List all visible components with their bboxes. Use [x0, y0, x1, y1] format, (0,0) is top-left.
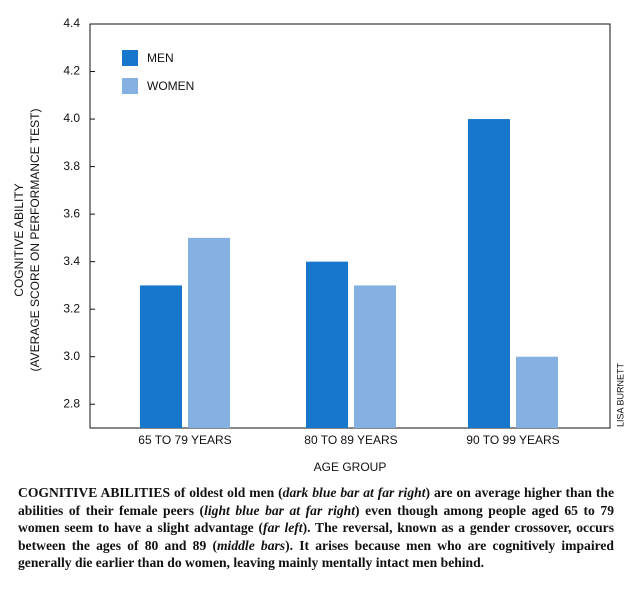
- caption-text: light blue bar at far right: [204, 502, 356, 518]
- caption-text: of oldest old men (: [170, 485, 283, 500]
- legend-label: WOMEN: [147, 79, 194, 93]
- y-tick-label: 4.4: [63, 16, 80, 30]
- caption-text: ) are on average higher than the abiliti…: [18, 485, 615, 518]
- chart: COGNITIVE ABILITY (AVERAGE SCORE ON PERF…: [12, 16, 625, 474]
- y-tick-label: 3.2: [63, 301, 80, 315]
- caption: COGNITIVE ABILITIES of oldest old men (d…: [18, 484, 614, 572]
- caption-text: far left: [263, 520, 303, 536]
- bar: [516, 356, 558, 428]
- y-axis-label: (AVERAGE SCORE ON PERFORMANCE TEST): [28, 109, 42, 372]
- y-tick-label: 3.8: [63, 159, 80, 173]
- bar: [468, 119, 510, 428]
- caption-text: ). The reversal, known as a gender cross…: [18, 520, 614, 553]
- bar: [354, 285, 396, 428]
- credit: LISA BURNETT: [615, 362, 625, 427]
- caption-text: middle bars: [216, 537, 286, 553]
- bar: [188, 237, 230, 428]
- y-tick-label: 4.2: [63, 64, 80, 78]
- caption-text: ). It arises because men who are cogniti…: [18, 537, 614, 571]
- y-tick-label: 3.0: [63, 349, 80, 363]
- legend-label: MEN: [147, 51, 174, 65]
- x-tick-label: 90 TO 99 YEARS: [466, 433, 559, 447]
- legend-swatch: [122, 78, 138, 94]
- y-tick-label: 3.4: [63, 254, 80, 268]
- caption-text: COGNITIVE ABILITIES: [18, 485, 171, 500]
- caption-text: ) even though among people aged 65 to 79…: [18, 502, 614, 536]
- y-axis-label: COGNITIVE ABILITY: [12, 183, 26, 296]
- x-axis-label: AGE GROUP: [314, 460, 387, 474]
- bar: [306, 261, 348, 428]
- legend-swatch: [122, 50, 138, 66]
- y-tick-label: 4.0: [63, 111, 80, 125]
- x-tick-label: 65 TO 79 YEARS: [138, 433, 231, 447]
- caption-text: dark blue bar at far right: [282, 485, 426, 500]
- bar: [140, 285, 182, 428]
- y-tick-label: 3.6: [63, 206, 80, 220]
- plot-frame: [89, 23, 611, 429]
- y-tick-label: 2.8: [63, 396, 80, 410]
- x-tick-label: 80 TO 89 YEARS: [304, 433, 397, 447]
